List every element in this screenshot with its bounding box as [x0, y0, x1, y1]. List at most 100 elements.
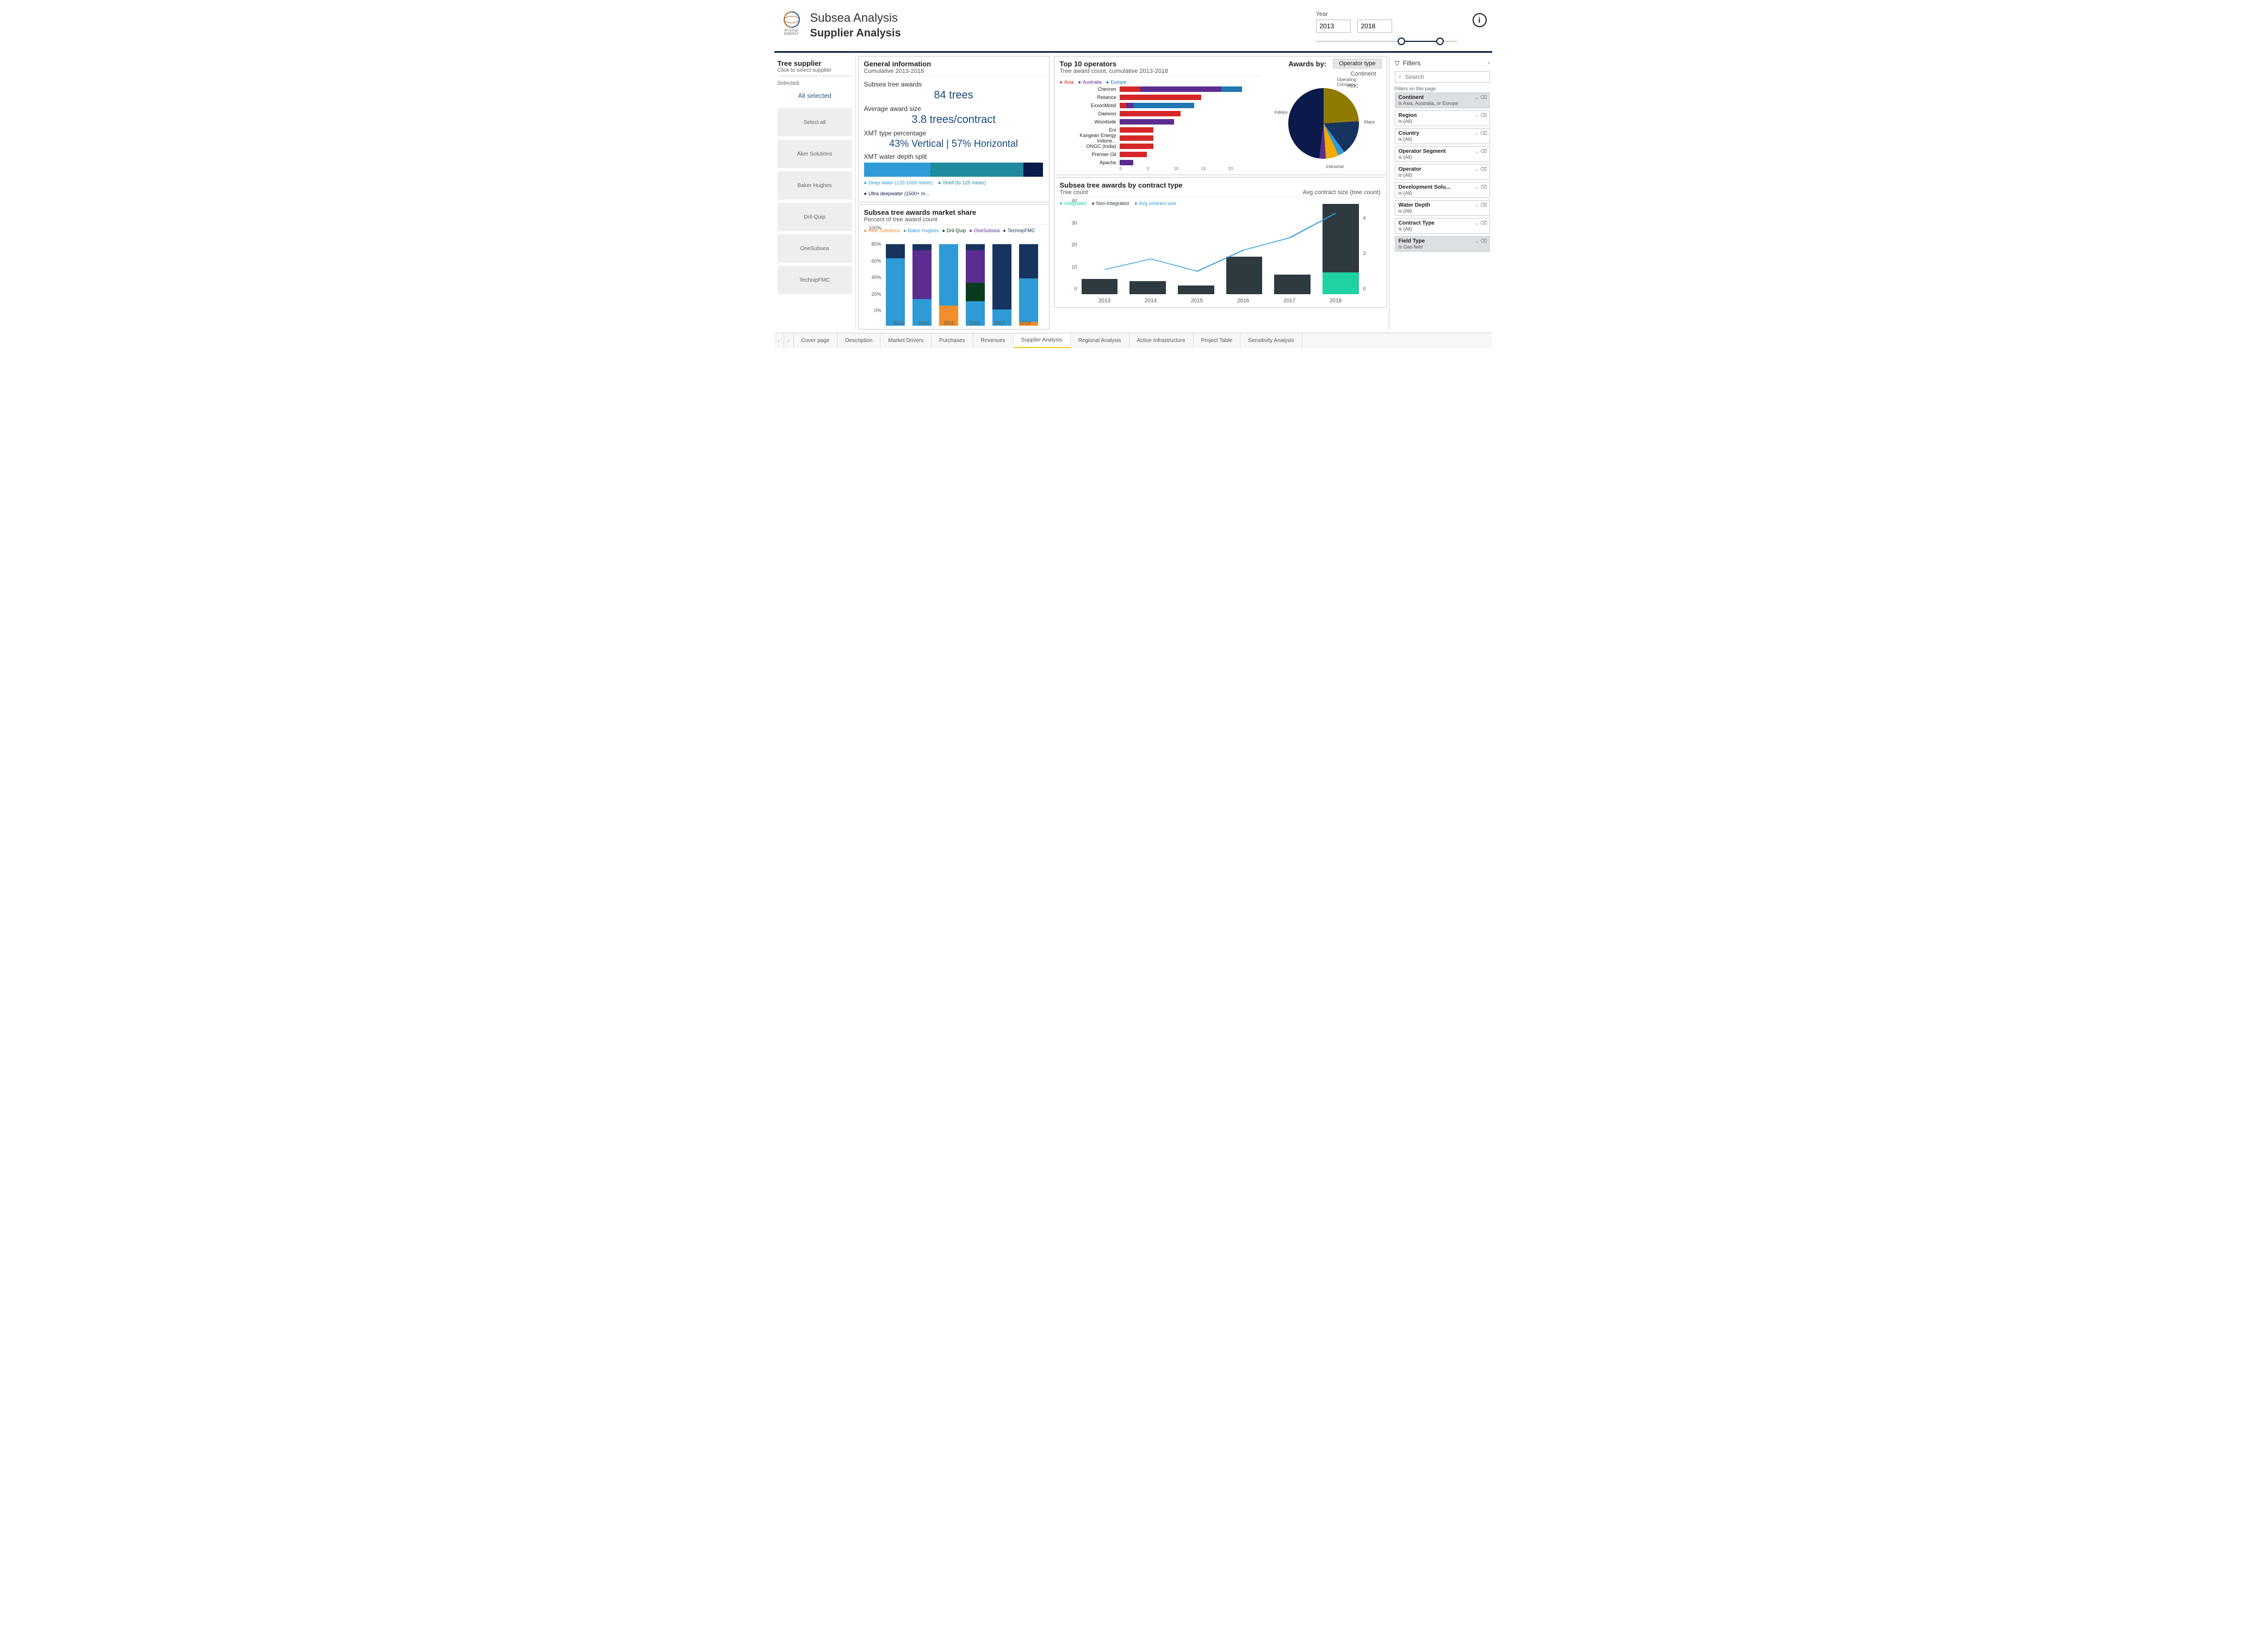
tab-next[interactable]: ›	[784, 333, 794, 348]
filter-card[interactable]: Development Solu...is (All)⌄ ⌫	[1395, 182, 1490, 198]
gi-l3: XMT type percentage	[864, 129, 1044, 137]
top10-panel: Top 10 operators Tree award count, cumul…	[1054, 56, 1387, 175]
legend-item: OneSubsea	[969, 228, 999, 233]
gi-v3: 43% Vertical | 57% Horizontal	[864, 138, 1044, 150]
operator-label: Premier Oil	[1060, 152, 1120, 157]
filter-card[interactable]: Operatoris (All)⌄ ⌫	[1395, 164, 1490, 180]
gi-l1: Subsea tree awards	[864, 80, 1044, 88]
depth-bar	[864, 163, 1044, 177]
filter-card[interactable]: Contract Typeis (All)⌄ ⌫	[1395, 218, 1490, 234]
legend-item: Asia	[1060, 79, 1074, 85]
awardsby-label: Awards by:	[1288, 60, 1326, 68]
pie-label: Major	[1364, 120, 1375, 125]
supplier-button[interactable]: Baker Hughes	[778, 171, 852, 200]
operator-label: Woodside	[1060, 119, 1120, 125]
ms-legend: Aker SolutionsBaker HughesDril-QuipOneSu…	[864, 228, 1044, 233]
year-slicer[interactable]: Year	[1316, 11, 1457, 47]
gi-l4: XMT water depth split	[864, 153, 1044, 160]
brand-logo: RYSTAD ENERGY	[780, 11, 804, 36]
legend-item: TechnipFMC	[1003, 228, 1035, 233]
legend-item: Non-Integrated	[1091, 201, 1128, 206]
gi-l2: Average award size	[864, 105, 1044, 113]
gi-title: General information	[864, 60, 1044, 68]
legend-item: Shelf (to 125 meter)	[938, 180, 986, 185]
supplier-button[interactable]: Select all	[778, 108, 852, 136]
supplier-button[interactable]: Dril-Quip	[778, 203, 852, 231]
brand-text: RYSTAD ENERGY	[780, 29, 804, 36]
top10-title: Top 10 operators	[1060, 60, 1256, 68]
filters-pane: ▽ Filters › ⌕ Search Filters on this pag…	[1389, 56, 1492, 330]
legend-item: Australia	[1078, 79, 1101, 85]
supplier-button[interactable]: TechnipFMC	[778, 266, 852, 294]
page-tab[interactable]: Active Infrastructure	[1129, 333, 1194, 348]
filter-card[interactable]: Water Depthis (All)⌄ ⌫	[1395, 200, 1490, 216]
top10-sub: Tree award count, cumulative 2013-2018	[1060, 68, 1256, 74]
page-tab[interactable]: Market Drivers	[880, 333, 932, 348]
awardsby-button[interactable]: Operator type	[1333, 59, 1381, 69]
filter-card[interactable]: Continentis Asia, Australia, or Europe⌄ …	[1395, 92, 1490, 108]
filter-card[interactable]: Regionis (All)⌄ ⌫	[1395, 110, 1490, 126]
search-placeholder: Search	[1405, 74, 1424, 80]
page-tab[interactable]: Cover page	[794, 333, 838, 348]
top10-bars: ChevronRelianceExxonMobilDaewooWoodsideE…	[1060, 85, 1256, 171]
operator-label: ExxonMobil	[1060, 103, 1120, 108]
filter-card[interactable]: Operator Segmentis (All)⌄ ⌫	[1395, 146, 1490, 162]
supplier-title: Tree supplier	[778, 59, 852, 67]
page-tab[interactable]: Revenues	[973, 333, 1014, 348]
year-slider[interactable]	[1316, 36, 1457, 47]
chevron-right-icon[interactable]: ›	[1488, 60, 1490, 66]
tab-prev[interactable]: ‹	[774, 333, 784, 348]
operator-label: Chevron	[1060, 86, 1120, 92]
filter-search[interactable]: ⌕ Search	[1395, 71, 1490, 83]
legend-item: Avg contract size	[1134, 201, 1176, 206]
header-bar: RYSTAD ENERGY Subsea Analysis Supplier A…	[774, 11, 1492, 53]
supplier-button[interactable]: Aker Solutions	[778, 140, 852, 168]
supplier-button[interactable]: OneSubsea	[778, 234, 852, 263]
ms-sub: Percent of tree award count	[864, 216, 1044, 223]
gi-sub: Cumulative 2013-2018	[864, 68, 1044, 74]
market-share-panel: Subsea tree awards market share Percent …	[858, 204, 1050, 330]
search-icon: ⌕	[1399, 73, 1402, 80]
pie-label: INOC	[1348, 84, 1359, 89]
filter-card[interactable]: Countryis (All)⌄ ⌫	[1395, 128, 1490, 144]
page-tab[interactable]: Project Table	[1194, 333, 1241, 348]
page-title-1: Subsea Analysis	[810, 11, 1309, 25]
awards-pie: Operating CompanyINOCMajorIndustrialInde…	[1277, 77, 1370, 170]
operator-label: Reliance	[1060, 95, 1120, 100]
contract-type-chart: 010203040 024 201320142015201620172018	[1060, 206, 1381, 304]
legend-item: Deep water (125-1500 meter)	[864, 180, 933, 185]
operator-label: Kangean Energy Indone...	[1060, 133, 1120, 144]
selected-value: All selected	[778, 86, 852, 108]
filters-section: Filters on this page	[1395, 86, 1490, 91]
ms-title: Subsea tree awards market share	[864, 208, 1044, 216]
general-info-panel: General information Cumulative 2013-2018…	[858, 56, 1050, 202]
pie-label: Indeps...	[1275, 110, 1292, 115]
year-from-input[interactable]	[1316, 20, 1351, 33]
pie-label: Industrial	[1326, 164, 1344, 169]
operator-label: Eni	[1060, 127, 1120, 133]
depth-legend: Deep water (125-1500 meter) Shelf (to 125…	[864, 179, 1044, 198]
contract-type-panel: Subsea tree awards by contract type Tree…	[1054, 177, 1387, 308]
awardsby-alt[interactable]: Continent	[1261, 71, 1386, 77]
page-tab[interactable]: Sensitivity Analysis	[1240, 333, 1302, 348]
page-tab[interactable]: Description	[837, 333, 880, 348]
top10-legend: Asia Australia Europe	[1060, 79, 1256, 85]
supplier-pane: Tree supplier Click to select supplier S…	[774, 56, 856, 330]
market-share-chart: 0%20%40%60%80%100% 201320142015201620172…	[864, 233, 1044, 326]
page-tab[interactable]: Regional Analysis	[1071, 333, 1129, 348]
legend-item: Dril-Quip	[942, 228, 966, 233]
ct-sub-right: Avg contract size (tree count)	[1303, 189, 1381, 196]
legend-item: Europe	[1106, 79, 1126, 85]
ct-sub-left: Tree count	[1060, 189, 1183, 196]
legend-item: Baker Hughes	[903, 228, 939, 233]
filter-card[interactable]: Field Typeis Gas field⌄ ⌫	[1395, 236, 1490, 252]
page-title-2: Supplier Analysis	[810, 27, 1309, 40]
page-tab[interactable]: Purchases	[932, 333, 973, 348]
operator-label: ONGC (India)	[1060, 144, 1120, 149]
ct-title: Subsea tree awards by contract type	[1060, 181, 1183, 189]
page-tab[interactable]: Supplier Analysis	[1014, 333, 1071, 348]
info-icon[interactable]: i	[1473, 13, 1487, 27]
operator-label: Apache	[1060, 160, 1120, 165]
page-tabs: ‹ › Cover pageDescriptionMarket DriversP…	[774, 333, 1492, 348]
year-to-input[interactable]	[1357, 20, 1392, 33]
